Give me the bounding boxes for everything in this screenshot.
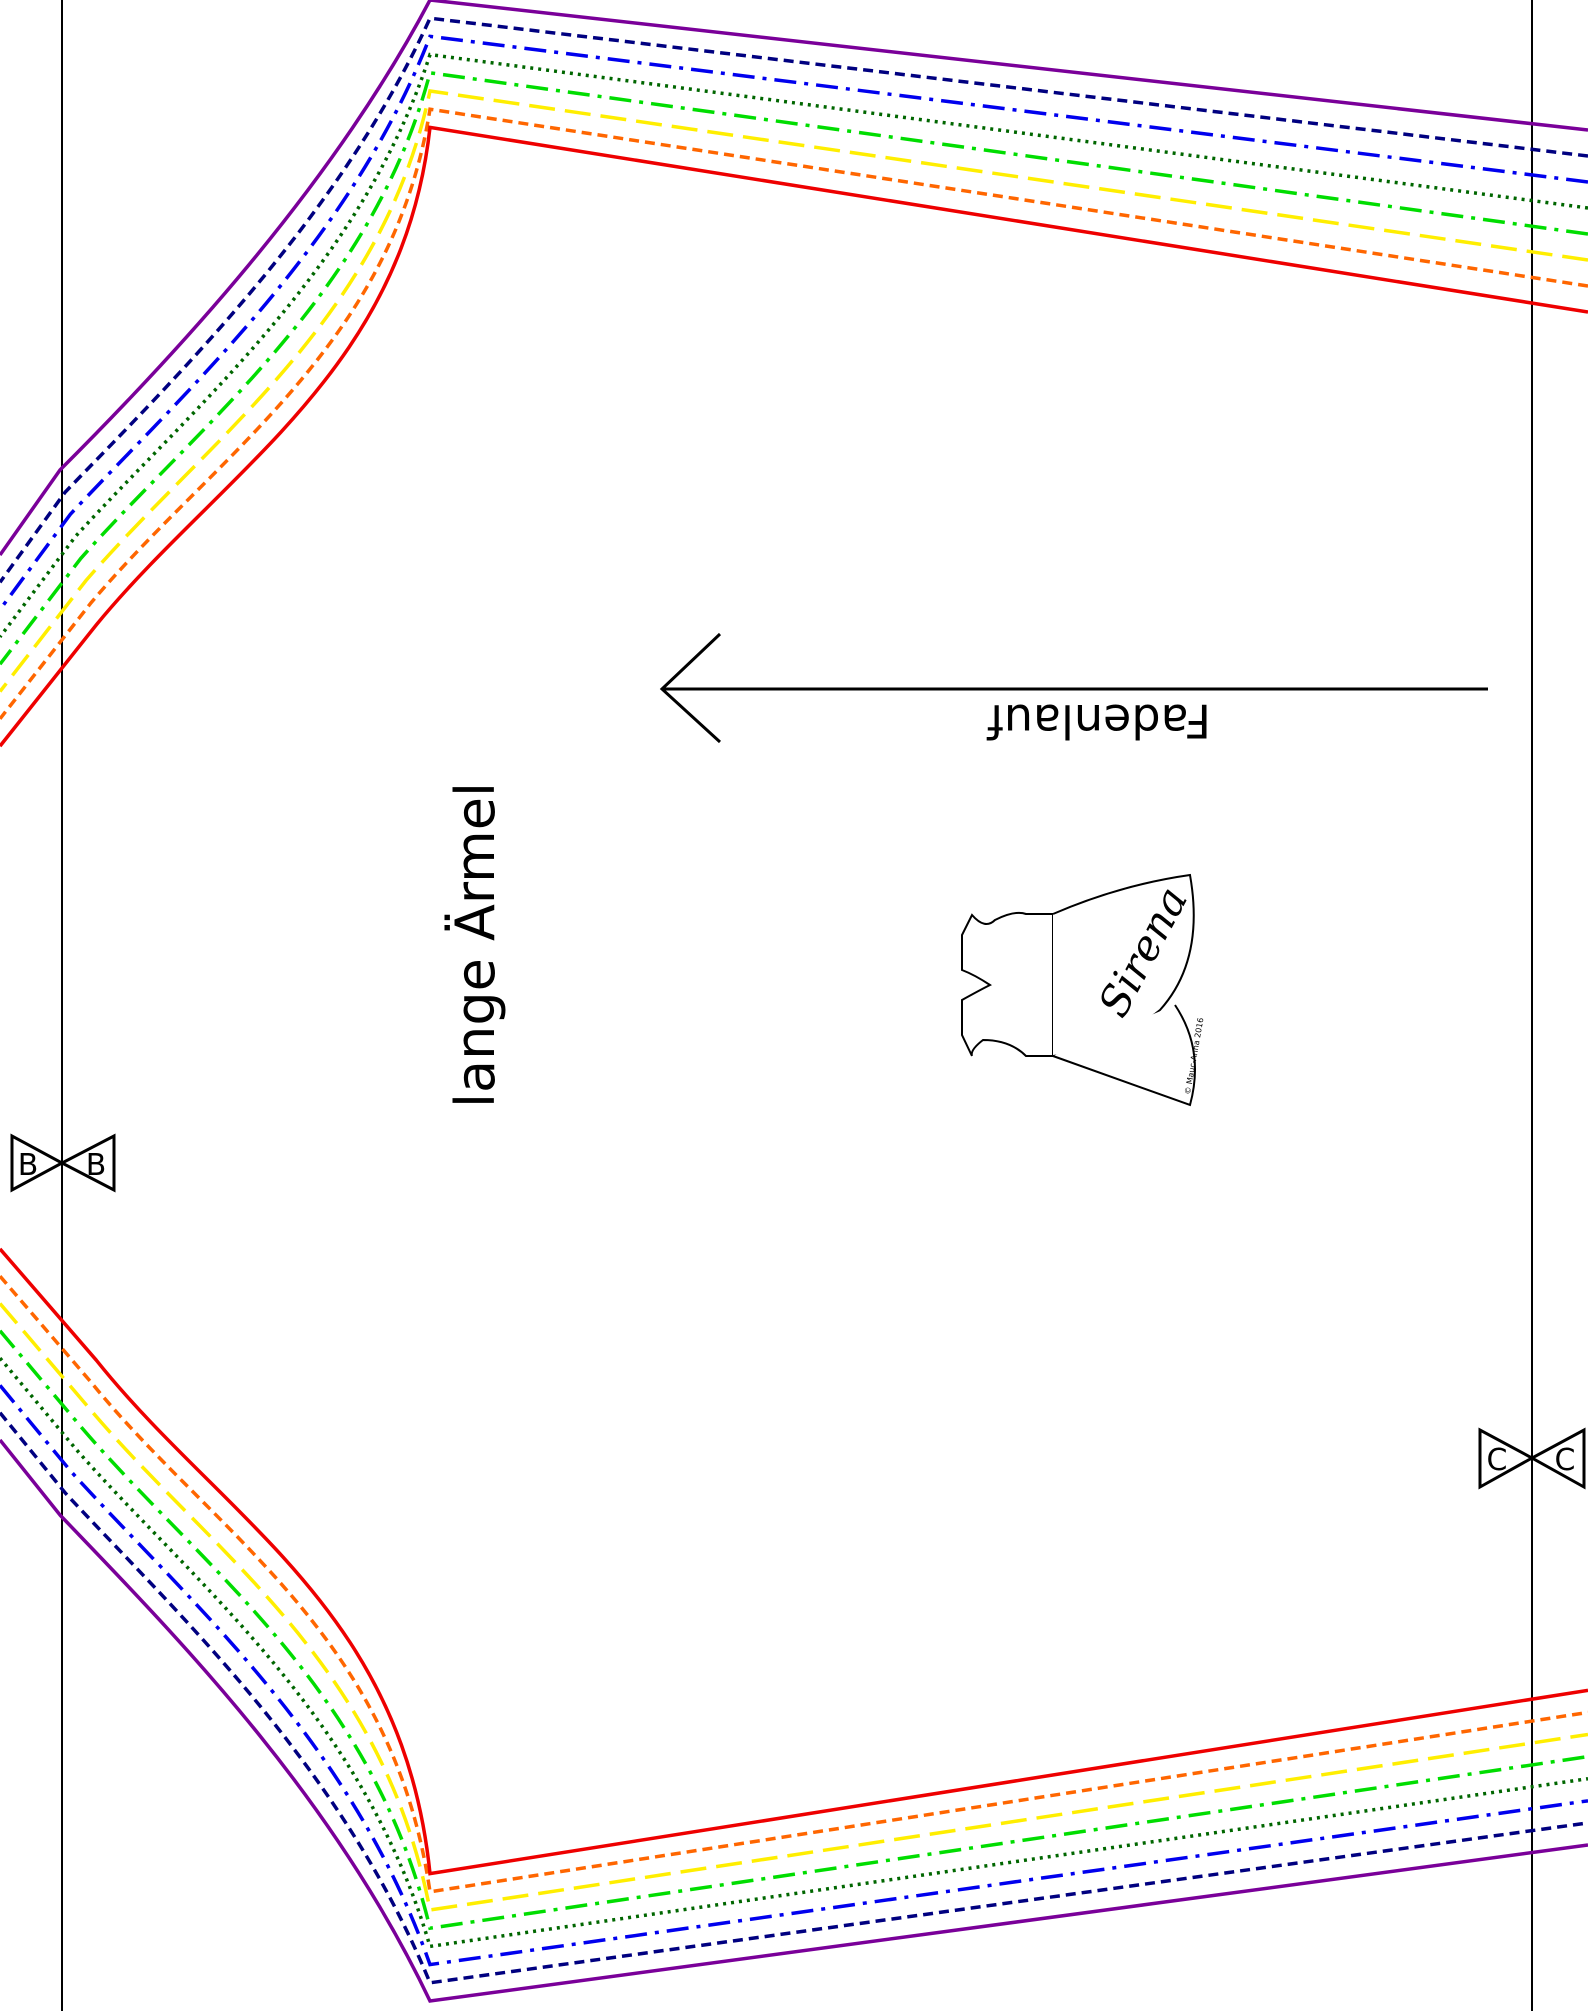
size-outline-2 (0, 16, 1588, 1985)
notch-b-label-right: B (86, 1148, 107, 1183)
size-outline-5 (0, 70, 1588, 1931)
notch-c-label-left: C (1487, 1443, 1508, 1478)
logo-bodice (961, 911, 1054, 1057)
notch-c-label-right: C (1555, 1443, 1576, 1478)
notch-c-marker (1478, 1427, 1586, 1490)
size-outline-3 (0, 34, 1588, 1967)
notch-b-marker (10, 1133, 116, 1193)
grainline-label: Fadenlauf (986, 694, 1211, 748)
notch-b-label-left: B (18, 1148, 39, 1183)
grainline-arrow (659, 632, 1488, 744)
brand-logo (961, 873, 1196, 1107)
size-outline-4 (0, 52, 1588, 1949)
size-outline-6 (0, 89, 1588, 1912)
piece-label: lange Ärmel (444, 782, 507, 1108)
size-outline-7 (0, 107, 1588, 1894)
size-outline-8 (0, 125, 1588, 1876)
logo-skirt-lower (1052, 1004, 1196, 1107)
